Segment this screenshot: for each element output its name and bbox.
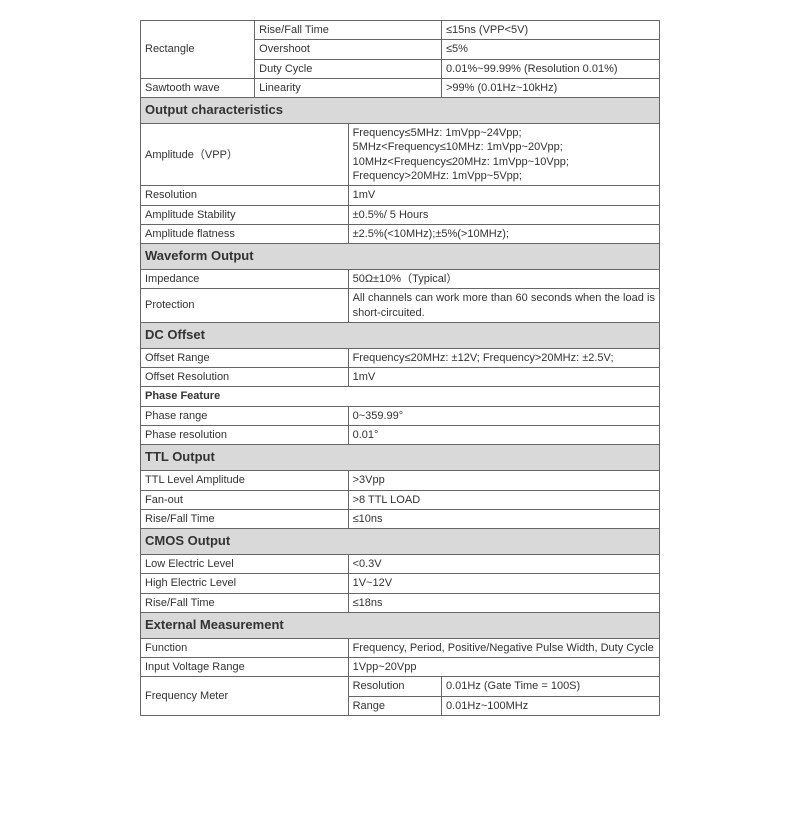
cell-value: 0.01Hz (Gate Time = 100S) [441, 677, 659, 696]
table-row: High Electric Level 1V~12V [141, 574, 660, 593]
cell-label: Input Voltage Range [141, 658, 349, 677]
cell-value: 0.01%~99.99% (Resolution 0.01%) [441, 59, 659, 78]
cell-label: Amplitude（VPP） [141, 124, 349, 186]
section-title: Output characteristics [141, 98, 660, 124]
cell-label: Rise/Fall Time [141, 509, 349, 528]
cell-value: >8 TTL LOAD [348, 490, 659, 509]
table-row: Rectangle Rise/Fall Time ≤15ns (VPP<5V) [141, 21, 660, 40]
section-title: DC Offset [141, 322, 660, 348]
cell-label: Resolution [141, 186, 349, 205]
cell-sawtooth: Sawtooth wave [141, 78, 255, 97]
table-row: Rise/Fall Time ≤18ns [141, 593, 660, 612]
cell-value: ±2.5%(<10MHz);±5%(>10MHz); [348, 224, 659, 243]
spec-sheet: Rectangle Rise/Fall Time ≤15ns (VPP<5V) … [140, 20, 660, 716]
cell-label: Linearity [255, 78, 442, 97]
subsection-phase-feature: Phase Feature [141, 387, 660, 406]
cell-label: Impedance [141, 270, 349, 289]
cell-value: Frequency≤5MHz: 1mVpp~24Vpp; 5MHz<Freque… [348, 124, 659, 186]
cell-label: Phase resolution [141, 426, 349, 445]
cell-value: 0.01° [348, 426, 659, 445]
table-row: Amplitude（VPP） Frequency≤5MHz: 1mVpp~24V… [141, 124, 660, 186]
cell-value: ≤10ns [348, 509, 659, 528]
cell-label: Amplitude Stability [141, 205, 349, 224]
section-title: CMOS Output [141, 529, 660, 555]
table-row: Phase range 0~359.99° [141, 406, 660, 425]
cell-label: Resolution [348, 677, 441, 696]
cell-value: Frequency≤20MHz: ±12V; Frequency>20MHz: … [348, 348, 659, 367]
cell-label: Range [348, 696, 441, 715]
section-dc-offset: DC Offset [141, 322, 660, 348]
table-row: Fan-out >8 TTL LOAD [141, 490, 660, 509]
subsection-title: Phase Feature [141, 387, 660, 406]
section-title: TTL Output [141, 445, 660, 471]
table-row: Phase resolution 0.01° [141, 426, 660, 445]
table-row: Offset Resolution 1mV [141, 368, 660, 387]
table-row: Function Frequency, Period, Positive/Neg… [141, 638, 660, 657]
cell-label: Overshoot [255, 40, 442, 59]
table-row: Impedance 50Ω±10%（Typical） [141, 270, 660, 289]
cell-label: Amplitude flatness [141, 224, 349, 243]
section-title: External Measurement [141, 612, 660, 638]
table-row: Frequency Meter Resolution 0.01Hz (Gate … [141, 677, 660, 696]
cell-label: TTL Level Amplitude [141, 471, 349, 490]
cell-value: 1mV [348, 368, 659, 387]
cell-label: Fan-out [141, 490, 349, 509]
section-title: Waveform Output [141, 244, 660, 270]
cell-value: 1Vpp~20Vpp [348, 658, 659, 677]
section-cmos-output: CMOS Output [141, 529, 660, 555]
table-row: Protection All channels can work more th… [141, 289, 660, 323]
spec-table: Rectangle Rise/Fall Time ≤15ns (VPP<5V) … [140, 20, 660, 716]
cell-frequency-meter: Frequency Meter [141, 677, 349, 716]
table-row: TTL Level Amplitude >3Vpp [141, 471, 660, 490]
cell-value: 0.01Hz~100MHz [441, 696, 659, 715]
cell-value: >3Vpp [348, 471, 659, 490]
cell-value: 50Ω±10%（Typical） [348, 270, 659, 289]
section-waveform-output: Waveform Output [141, 244, 660, 270]
cell-label: Offset Resolution [141, 368, 349, 387]
cell-label: High Electric Level [141, 574, 349, 593]
cell-label: Offset Range [141, 348, 349, 367]
cell-value: 1V~12V [348, 574, 659, 593]
cell-rectangle: Rectangle [141, 21, 255, 79]
cell-label: Duty Cycle [255, 59, 442, 78]
cell-value: ≤18ns [348, 593, 659, 612]
cell-value: ≤15ns (VPP<5V) [441, 21, 659, 40]
section-external-measurement: External Measurement [141, 612, 660, 638]
cell-label: Phase range [141, 406, 349, 425]
cell-value: ≤5% [441, 40, 659, 59]
table-row: Low Electric Level <0.3V [141, 554, 660, 573]
table-row: Input Voltage Range 1Vpp~20Vpp [141, 658, 660, 677]
table-row: Offset Range Frequency≤20MHz: ±12V; Freq… [141, 348, 660, 367]
cell-value: Frequency, Period, Positive/Negative Pul… [348, 638, 659, 657]
cell-value: All channels can work more than 60 secon… [348, 289, 659, 323]
table-row: Amplitude Stability ±0.5%/ 5 Hours [141, 205, 660, 224]
section-output-characteristics: Output characteristics [141, 98, 660, 124]
cell-label: Rise/Fall Time [141, 593, 349, 612]
table-row: Amplitude flatness ±2.5%(<10MHz);±5%(>10… [141, 224, 660, 243]
cell-value: >99% (0.01Hz~10kHz) [441, 78, 659, 97]
section-ttl-output: TTL Output [141, 445, 660, 471]
cell-label: Function [141, 638, 349, 657]
cell-value: <0.3V [348, 554, 659, 573]
cell-label: Low Electric Level [141, 554, 349, 573]
cell-value: 0~359.99° [348, 406, 659, 425]
table-row: Resolution 1mV [141, 186, 660, 205]
cell-label: Rise/Fall Time [255, 21, 442, 40]
table-row: Sawtooth wave Linearity >99% (0.01Hz~10k… [141, 78, 660, 97]
table-row: Rise/Fall Time ≤10ns [141, 509, 660, 528]
cell-value: ±0.5%/ 5 Hours [348, 205, 659, 224]
cell-value: 1mV [348, 186, 659, 205]
cell-label: Protection [141, 289, 349, 323]
